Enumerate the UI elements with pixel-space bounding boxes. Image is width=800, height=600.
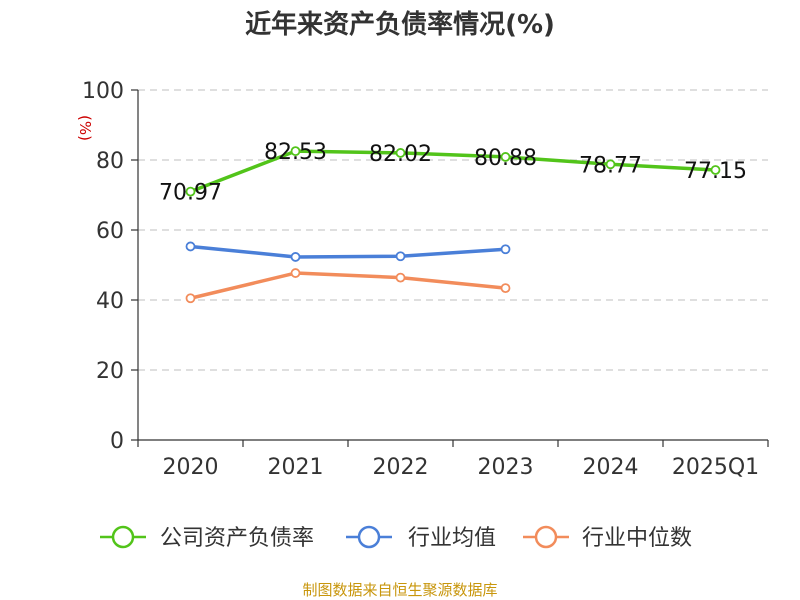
data-label: 80.88 [474, 146, 537, 171]
legend-label: 公司资产负债率 [160, 526, 314, 551]
data-labels: 70.97 82.53 82.02 80.88 78.77 77.15 [159, 140, 747, 205]
legend-label: 行业中位数 [582, 526, 692, 551]
y-tick-label: 0 [110, 429, 124, 454]
x-tick-label: 2020 [163, 455, 219, 480]
data-point [395, 272, 406, 283]
legend-item: 行业中位数 [523, 525, 692, 551]
x-tick-label: 2022 [373, 455, 429, 480]
x-tick-label: 2024 [583, 455, 639, 480]
legend-marker [357, 525, 381, 549]
data-point [605, 159, 616, 170]
data-label: 70.97 [159, 181, 222, 206]
data-point [710, 165, 721, 175]
series-line-1 [188, 244, 508, 259]
legend-label: 行业均值 [408, 526, 496, 551]
data-point [185, 241, 196, 252]
chart-title: 近年来资产负债率情况(%) [245, 9, 555, 40]
data-point [500, 283, 511, 294]
series-line-2 [188, 271, 508, 300]
y-tick-label: 40 [96, 289, 124, 314]
data-point [500, 244, 511, 255]
y-axis-label: (%) [76, 115, 94, 141]
data-point [185, 293, 196, 304]
data-point [185, 186, 196, 197]
x-tick-label: 2025Q1 [672, 455, 759, 480]
data-label: 82.53 [264, 140, 327, 165]
source-note: 制图数据来自恒生聚源数据库 [302, 581, 497, 599]
y-tick-label: 20 [96, 359, 124, 384]
legend-marker [111, 525, 135, 549]
y-tick-label: 100 [82, 79, 124, 104]
grid [138, 89, 768, 371]
axes: 0 20 40 60 80 100 2020 2021 2022 2023 2024 2025Q1 [82, 79, 769, 480]
data-point [395, 148, 406, 158]
legend-marker [534, 525, 558, 549]
data-point [290, 146, 301, 157]
series [185, 146, 721, 304]
legend: 公司资产负债率 行业均值 行业中位数 [100, 525, 692, 551]
legend-item: 行业均值 [346, 525, 496, 551]
data-label: 82.02 [369, 142, 432, 167]
y-tick-label: 60 [96, 219, 124, 244]
data-point [500, 152, 511, 162]
y-tick-label: 80 [96, 149, 124, 174]
data-label: 78.77 [579, 153, 642, 178]
x-tick-label: 2021 [268, 455, 324, 480]
data-point [395, 251, 406, 262]
data-point [290, 268, 301, 278]
data-label: 77.15 [684, 159, 747, 184]
series-line-0 [188, 149, 718, 194]
x-tick-label: 2023 [478, 455, 534, 480]
data-point [290, 252, 301, 262]
legend-item: 公司资产负债率 [100, 525, 314, 551]
